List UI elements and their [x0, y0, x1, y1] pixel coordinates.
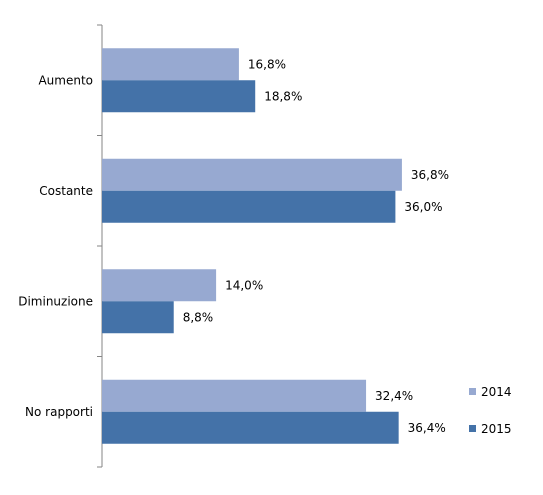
bar-2014-aumento: [102, 48, 239, 81]
data-label: 16,8%: [248, 57, 286, 71]
axis-group: Aumento Costante Diminuzione No rapporti: [18, 24, 103, 468]
bar-2015-diminuzione: [102, 301, 174, 334]
legend-label-2014: 2014: [481, 385, 512, 399]
bar-2015-costante: [102, 190, 396, 223]
bar-2014-diminuzione: [102, 269, 217, 302]
data-label: 36,8%: [411, 168, 449, 182]
legend-label-2015: 2015: [481, 422, 512, 436]
labels-group: 16,8% 18,8% 36,8% 36,0% 14,0% 8,8% 32,4% 36,4%: [183, 57, 449, 435]
data-label: 18,8%: [264, 89, 302, 103]
category-label: Diminuzione: [18, 294, 93, 308]
category-label: Costante: [39, 184, 93, 198]
bar-2014-no-rapporti: [102, 379, 367, 412]
legend-swatch-2015: [469, 425, 476, 432]
bar-2014-costante: [102, 158, 402, 191]
data-label: 14,0%: [225, 278, 263, 292]
category-label: Aumento: [38, 73, 93, 87]
bars-group: [102, 48, 402, 444]
data-label: 36,4%: [408, 421, 446, 435]
legend: 2014 2015: [469, 385, 512, 436]
legend-swatch-2014: [469, 388, 476, 395]
data-label: 36,0%: [404, 200, 442, 214]
category-label: No rapporti: [25, 405, 93, 419]
data-label: 32,4%: [375, 389, 413, 403]
bar-2015-no-rapporti: [102, 411, 399, 444]
bar-2015-aumento: [102, 80, 256, 113]
data-label: 8,8%: [183, 310, 214, 324]
